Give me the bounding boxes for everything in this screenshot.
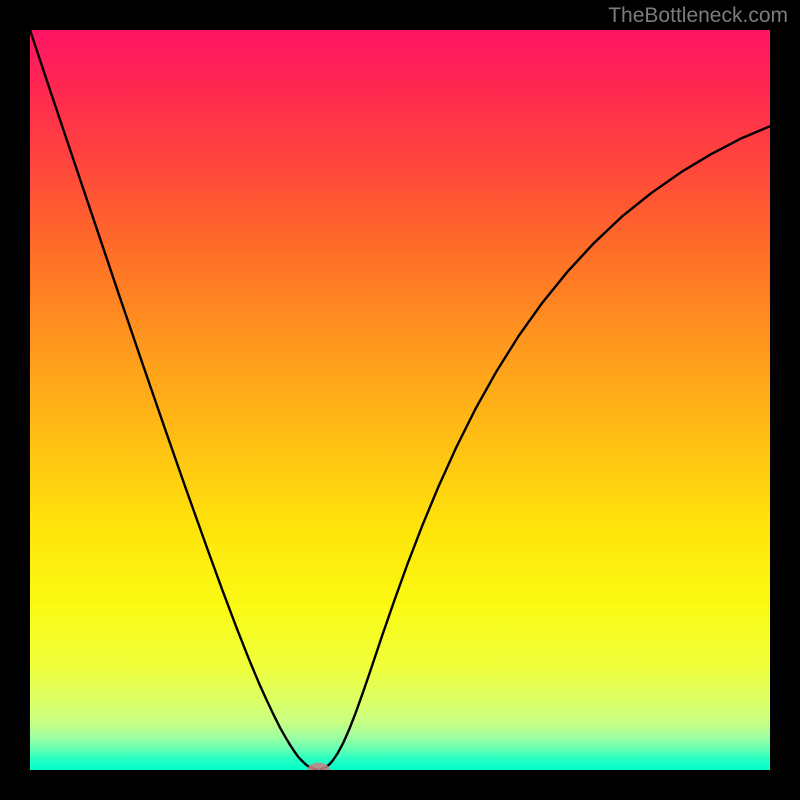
chart-background-gradient [30,30,770,770]
bottleneck-curve-chart [30,30,770,770]
watermark-text: TheBottleneck.com [608,4,788,28]
chart-plot-area [30,30,770,770]
